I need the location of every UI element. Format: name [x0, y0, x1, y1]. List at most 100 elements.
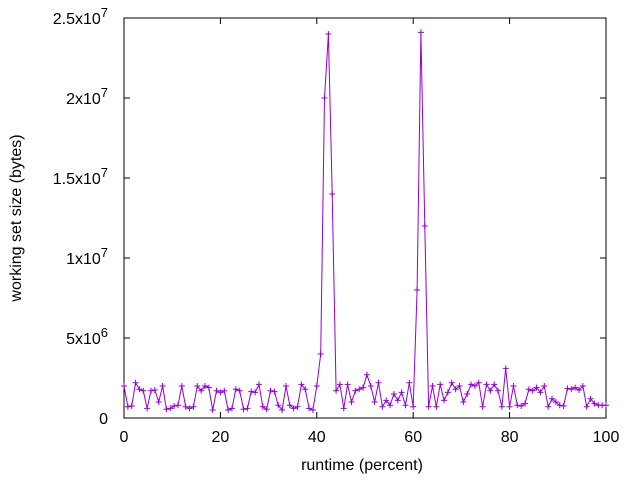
data-point: [352, 387, 359, 394]
data-point: [603, 402, 609, 409]
data-point: [421, 223, 428, 229]
data-point: [367, 383, 374, 389]
data-point: [325, 31, 332, 37]
data-point: [390, 391, 397, 397]
data-point: [471, 383, 478, 389]
data-point: [151, 387, 158, 393]
y-tick-exponent: 7: [101, 165, 108, 180]
data-markers: [121, 29, 609, 413]
data-point: [506, 403, 513, 410]
data-point: [294, 403, 301, 410]
data-point: [437, 381, 444, 388]
data-point: [383, 397, 390, 404]
data-point: [302, 386, 309, 393]
data-point: [394, 397, 401, 404]
data-point: [444, 389, 451, 396]
data-point: [171, 403, 178, 409]
data-point: [510, 383, 517, 389]
data-point: [178, 383, 185, 389]
data-point: [525, 386, 532, 393]
data-point: [255, 381, 262, 388]
y-tick-label: 5x106: [66, 325, 108, 348]
data-point: [306, 405, 313, 412]
data-point: [225, 407, 232, 413]
data-point: [468, 381, 475, 388]
data-point: [522, 400, 529, 407]
data-point: [144, 405, 151, 412]
data-point: [537, 389, 544, 396]
data-point: [375, 379, 382, 386]
data-point: [221, 387, 228, 394]
data-point: [248, 388, 255, 395]
data-point: [552, 399, 559, 405]
x-tick-label: 100: [593, 429, 620, 446]
y-tick-label: 1.5x107: [53, 165, 108, 188]
data-point: [460, 399, 467, 405]
x-tick-label: 20: [212, 429, 230, 446]
data-point: [290, 405, 297, 412]
data-point: [487, 387, 494, 394]
data-point: [259, 403, 266, 410]
y-tick-mantissa: 2.5x10: [53, 11, 101, 28]
data-point: [124, 403, 131, 410]
y-tick-label: 2.5x107: [53, 5, 108, 28]
data-point: [371, 399, 378, 405]
data-point: [591, 400, 598, 407]
data-point: [159, 383, 166, 389]
data-point: [502, 365, 509, 372]
data-point: [286, 402, 293, 409]
y-tick-mantissa: 1.5x10: [53, 171, 101, 188]
data-point: [417, 29, 424, 36]
data-point: [232, 386, 239, 393]
data-point: [479, 403, 486, 410]
data-point: [344, 381, 351, 388]
data-point: [333, 387, 340, 394]
x-tick-label: 40: [308, 429, 326, 446]
data-point: [448, 379, 455, 386]
y-tick-mantissa: 1x10: [66, 251, 101, 268]
data-point: [163, 406, 170, 413]
data-point: [279, 407, 286, 413]
data-point: [560, 403, 567, 409]
data-point: [267, 387, 274, 394]
data-point: [429, 383, 436, 389]
y-tick-exponent: 7: [101, 5, 108, 20]
data-point: [167, 405, 174, 412]
data-point: [433, 403, 440, 410]
data-point: [228, 405, 235, 412]
data-point: [236, 387, 243, 394]
data-point: [240, 406, 247, 413]
data-point: [194, 383, 201, 389]
series-line: [123, 32, 606, 412]
data-point: [564, 385, 571, 392]
x-tick-label: 60: [404, 429, 422, 446]
data-point: [587, 395, 594, 402]
data-point: [452, 386, 459, 393]
data-point: [414, 287, 421, 293]
data-point: [356, 386, 363, 393]
data-point: [545, 403, 552, 410]
data-point: [263, 406, 270, 413]
data-point: [495, 387, 502, 394]
data-point: [313, 383, 320, 389]
data-point: [321, 95, 328, 101]
data-point: [483, 381, 490, 388]
x-tick-label: 80: [501, 429, 519, 446]
data-point: [348, 399, 355, 405]
data-point: [213, 387, 220, 394]
data-point: [583, 403, 590, 410]
data-point: [244, 405, 251, 412]
data-point: [186, 405, 193, 412]
data-point: [128, 403, 135, 409]
data-point: [329, 191, 336, 197]
data-point: [529, 387, 536, 394]
y-tick-mantissa: 2x10: [66, 91, 101, 108]
data-point: [475, 379, 482, 386]
data-point: [217, 389, 224, 396]
data-point: [174, 402, 181, 409]
axis-ticks: [123, 17, 607, 419]
data-point: [252, 389, 259, 396]
data-point: [568, 386, 575, 393]
data-point: [576, 387, 583, 393]
data-point: [336, 381, 343, 388]
